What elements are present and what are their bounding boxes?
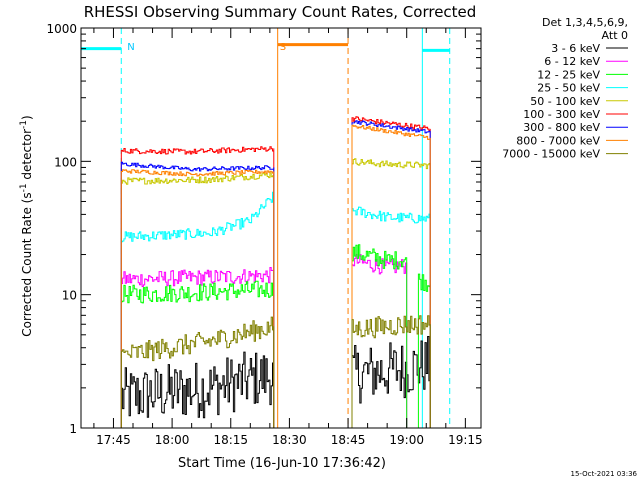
x-tick-label: 17:45 [96, 433, 131, 447]
legend-label: 6 - 12 keV [544, 55, 600, 68]
footer-timestamp: 15-Oct-2021 03:36 [571, 470, 638, 478]
chart-title: RHESSI Observing Summary Count Rates, Co… [84, 3, 477, 21]
series-segment [120, 267, 275, 428]
series-segment [351, 158, 431, 428]
annotation-s: S [280, 42, 286, 53]
legend-label: 25 - 50 keV [537, 82, 600, 95]
series-segment [351, 116, 431, 428]
y-tick-label: 1 [69, 422, 77, 436]
legend-header: Det 1,3,4,5,6,9, Att 0 [542, 16, 628, 42]
series-800-7000keV-line [120, 124, 431, 428]
x-axis-label: Start Time (16-Jun-10 17:36:42) [178, 456, 386, 471]
legend-label: 3 - 6 keV [551, 42, 600, 55]
series-segment [120, 146, 275, 428]
series-12-25keV-line [120, 244, 431, 428]
legend-label: 12 - 25 keV [537, 68, 600, 81]
annotation-n: N [127, 42, 134, 53]
series-segment [120, 191, 275, 428]
y-axis-label-sup2: -1 [19, 120, 29, 129]
legend-label: 300 - 800 keV [523, 121, 600, 134]
series-segment [120, 316, 275, 428]
series-segment [351, 206, 431, 428]
series-50-100keV-line [120, 158, 431, 428]
x-tick-label: 18:30 [272, 433, 307, 447]
x-tick-label: 18:15 [213, 433, 248, 447]
series-3-6keV-line [120, 336, 431, 428]
series-300-800keV-line [120, 120, 431, 428]
y-axis-label-sup1: -1 [19, 183, 29, 192]
y-axis-label-mid: detector [20, 129, 34, 184]
series-segment [120, 280, 275, 428]
y-axis-label-main: Corrected Count Rate (s [20, 192, 34, 336]
series-25-50keV-line [120, 191, 431, 428]
series-segment [351, 315, 431, 428]
x-tick-label: 18:45 [331, 433, 366, 447]
y-axis-label: Corrected Count Rate (s-1 detector-1) [19, 115, 34, 336]
series-segment [417, 273, 431, 428]
series-lines [120, 116, 431, 428]
x-tick-label: 19:15 [448, 433, 483, 447]
axes: 1 10 100 1000 17:45 18:00 18:15 18:30 18:45 19:00… [46, 22, 482, 447]
legend-label: 7000 - 15000 keV [502, 148, 600, 161]
x-tick-label: 19:00 [389, 433, 424, 447]
x-tick-label: 18:00 [155, 433, 190, 447]
series-segment [120, 351, 275, 428]
series-segment [351, 120, 431, 428]
flag-markers [81, 28, 451, 428]
y-axis-label-end: ) [20, 115, 34, 120]
legend-label: 800 - 7000 keV [516, 134, 600, 147]
series-segment [120, 169, 275, 428]
series-segment [351, 124, 431, 428]
y-tick-label: 10 [62, 289, 77, 303]
legend-label: 50 - 100 keV [530, 95, 600, 108]
legend-header-line2: Att 0 [602, 29, 628, 42]
series-segment [120, 161, 275, 428]
series-100-300keV-line [120, 116, 431, 428]
series-6-12keV-line [120, 254, 408, 428]
series-segment [351, 244, 408, 428]
y-tick-label: 100 [54, 155, 77, 169]
y-tick-label: 1000 [46, 22, 77, 36]
legend-label: 100 - 300 keV [523, 108, 600, 121]
plot-frame [80, 27, 482, 429]
series-segment [120, 172, 275, 428]
series-7000-15000keV-line [120, 315, 431, 428]
legend-header-line1: Det 1,3,4,5,6,9, [542, 16, 628, 29]
svg-text:Corrected Count Rate (s-1 dete: Corrected Count Rate (s-1 detector-1) [19, 115, 34, 336]
